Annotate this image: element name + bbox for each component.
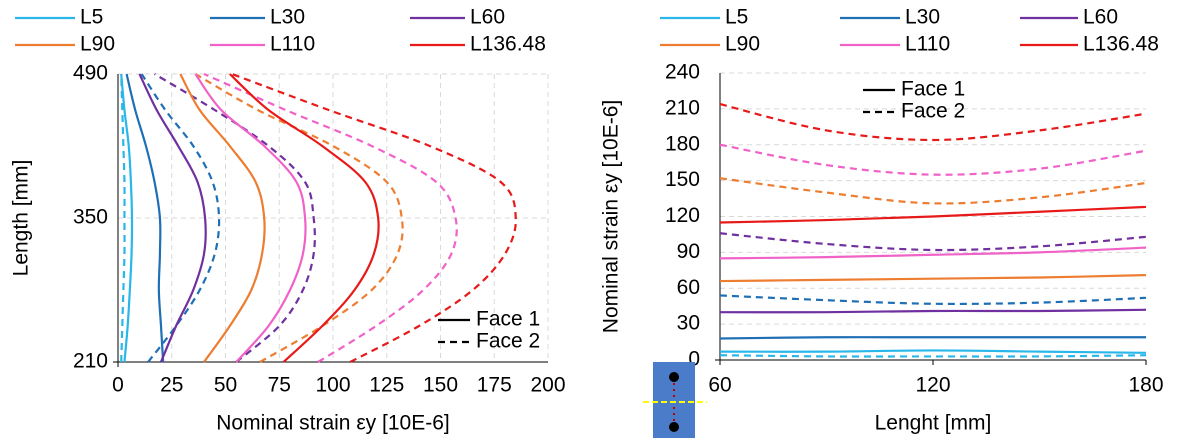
series-line [138,73,207,363]
x-tick-label: 180 [1128,374,1163,397]
y-tick-label: 150 [665,168,700,191]
y-tick-label: 180 [665,132,700,155]
x-tick-label: 120 [915,374,950,397]
series-line [719,103,1147,142]
chart: 0 25 50 75 100 125 150 175 200 210 350 490 Nominal s… [10,6,566,435]
x-tick-label: 200 [530,374,565,397]
series-line [719,143,1147,176]
series-line [719,336,1146,340]
series-line [229,73,380,363]
legend-label: Face 1 [901,78,965,101]
legend-label: Face 1 [476,308,540,331]
legend-label: L60 [1083,6,1118,29]
legend-label: L110 [905,33,950,56]
y-tick-label: 60 [677,276,700,299]
series-line [719,294,1147,306]
x-tick-label: 100 [315,374,350,397]
x-tick-label: 125 [369,374,404,397]
x-tick-label: 75 [268,374,291,397]
legend-label: L30 [270,6,305,29]
hole [669,372,679,382]
hole [669,422,679,432]
series-line [194,73,404,363]
x-axis-title: Lenght [mm] [875,412,992,435]
series-line [120,73,134,363]
y-tick-label: 240 [665,61,700,84]
x-tick-label: 60 [708,374,731,397]
x-axis-title: Nominal strain εy [10E-6] [216,412,449,435]
x-tick-label: 25 [160,374,183,397]
series-line [719,308,1147,314]
series-line [153,73,316,363]
series-line [203,72,458,363]
series-line [194,73,307,363]
series-line [719,273,1147,283]
legend-label: L90 [80,33,115,56]
x-tick-label: 50 [214,374,237,397]
x-tick-label: 175 [477,374,512,397]
legend-label: L136.48 [1083,33,1159,56]
series-line [719,349,1147,354]
y-axis-title: Nominal strain εy [10E-6] [600,100,623,333]
legend-label: L60 [470,6,505,29]
legend-label: L5 [725,6,748,29]
legend-label: Face 2 [476,330,540,353]
y-tick-label: 210 [665,96,700,119]
series-line [719,177,1147,205]
chart: 60 120 180 0 30 60 90 120 150 180 210 240 Lenght [mm… [600,6,1164,435]
y-tick-label: 210 [73,350,108,373]
legend-label: L110 [270,33,315,56]
x-tick-label: 150 [423,374,458,397]
y-tick-label: 90 [677,240,700,263]
legend-label: L136.48 [470,33,546,56]
series-line [120,73,126,363]
legend-label: L5 [80,6,103,29]
legend-label: Face 2 [901,100,965,123]
specimen-inset [643,362,707,438]
series-line [719,354,1147,358]
legend-label: L30 [905,6,940,29]
y-tick-label: 30 [677,312,700,335]
series-line [125,73,165,363]
y-tick-label: 350 [73,206,108,229]
series-line [179,73,266,363]
series-line [231,72,517,363]
x-tick-label: 0 [112,374,124,397]
y-tick-label: 120 [665,204,700,227]
legend-label: L90 [725,33,760,56]
y-tick-label: 490 [73,62,108,85]
y-tick-label: 0 [688,348,700,371]
y-axis-title: Length [mm] [10,160,33,277]
series-line [719,232,1147,252]
series-line [719,246,1147,260]
series-line [719,205,1147,224]
